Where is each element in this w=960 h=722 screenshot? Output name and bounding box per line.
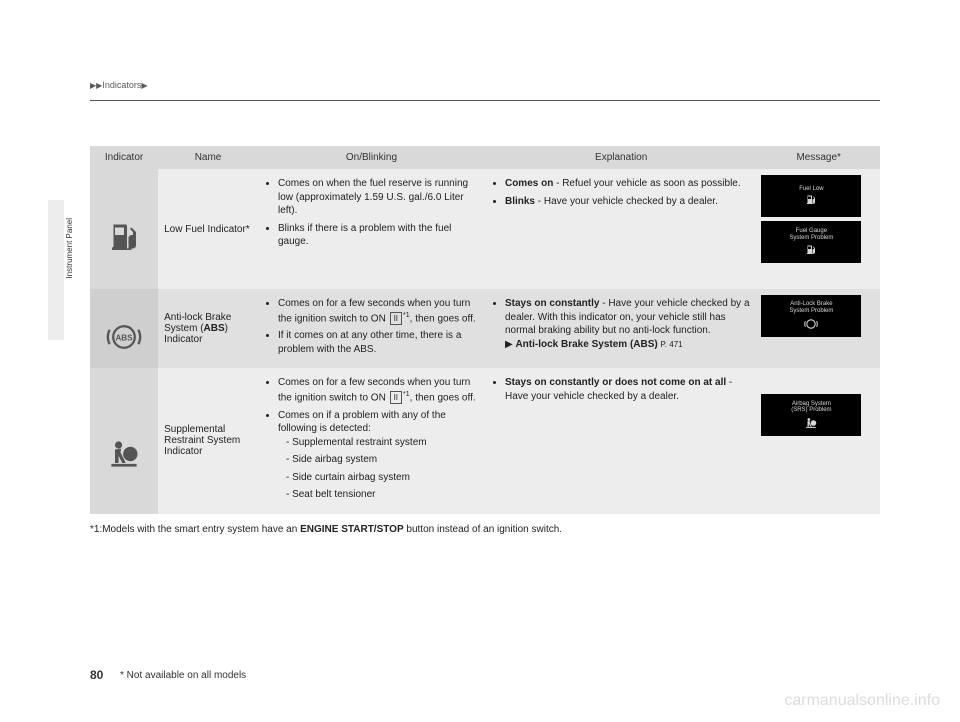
message-display: Fuel Low	[761, 175, 861, 217]
indicator-name: Supplemental Restraint System Indicator	[158, 368, 258, 513]
on-blinking-cell: Comes on for a few seconds when you turn…	[258, 368, 485, 513]
th-onblinking: On/Blinking	[258, 146, 485, 169]
th-name: Name	[158, 146, 258, 169]
indicators-table: Indicator Name On/Blinking Explanation M…	[90, 146, 880, 514]
indicator-name: Low Fuel Indicator*	[158, 169, 258, 289]
horizontal-rule	[90, 100, 880, 101]
th-message: Message*	[757, 146, 880, 169]
on-blinking-cell: Comes on for a few seconds when you turn…	[258, 289, 485, 368]
chevron-right-icon: ▶	[141, 81, 147, 90]
message-display: Fuel Gauge System Problem	[761, 221, 861, 263]
breadcrumb-label: Indicators	[102, 80, 141, 90]
th-explanation: Explanation	[485, 146, 757, 169]
message-cell: Anti-Lock Brake System Problem	[757, 289, 880, 368]
message-text: Anti-Lock Brake System Problem	[789, 301, 833, 314]
fuel-pump-icon	[805, 244, 817, 256]
footnote: *1:Models with the smart entry system ha…	[90, 524, 880, 535]
foot-note: * Not available on all models	[120, 670, 246, 681]
table-row: Low Fuel Indicator* Comes on when the fu…	[90, 169, 880, 289]
page-number: 80	[90, 668, 103, 682]
svg-text:ABS: ABS	[116, 334, 134, 343]
watermark: carmanualsonline.info	[784, 692, 940, 710]
message-text: Airbag System (SRS) Problem	[791, 401, 831, 414]
table-row: ABS Anti-lock Brake System (ABS) Indicat…	[90, 289, 880, 368]
message-text: Fuel Low	[799, 186, 823, 193]
srs-airbag-icon	[804, 416, 818, 430]
explanation-cell: Stays on constantly - Have your vehicle …	[485, 289, 757, 368]
abs-icon	[804, 317, 818, 331]
indicator-icon-cell: ABS	[90, 289, 158, 368]
message-display: Anti-Lock Brake System Problem	[761, 295, 861, 337]
abs-icon: ABS	[106, 319, 142, 355]
on-blinking-cell: Comes on when the fuel reserve is runnin…	[258, 169, 485, 289]
message-display: Airbag System (SRS) Problem	[761, 394, 861, 436]
indicator-icon-cell	[90, 368, 158, 513]
fuel-pump-icon	[805, 194, 817, 206]
th-indicator: Indicator	[90, 146, 158, 169]
message-cell: Airbag System (SRS) Problem	[757, 368, 880, 513]
explanation-cell: Stays on constantly or does not come on …	[485, 368, 757, 513]
fuel-pump-icon	[106, 220, 142, 256]
table-row: Supplemental Restraint System Indicator …	[90, 368, 880, 513]
explanation-cell: Comes on - Refuel your vehicle as soon a…	[485, 169, 757, 289]
breadcrumb: ▶▶Indicators▶	[90, 80, 880, 90]
srs-airbag-icon	[106, 436, 142, 472]
indicator-name: Anti-lock Brake System (ABS) Indicator	[158, 289, 258, 368]
indicator-icon-cell	[90, 169, 158, 289]
message-text: Fuel Gauge System Problem	[789, 228, 833, 241]
message-cell: Fuel Low Fuel Gauge System Problem	[757, 169, 880, 289]
